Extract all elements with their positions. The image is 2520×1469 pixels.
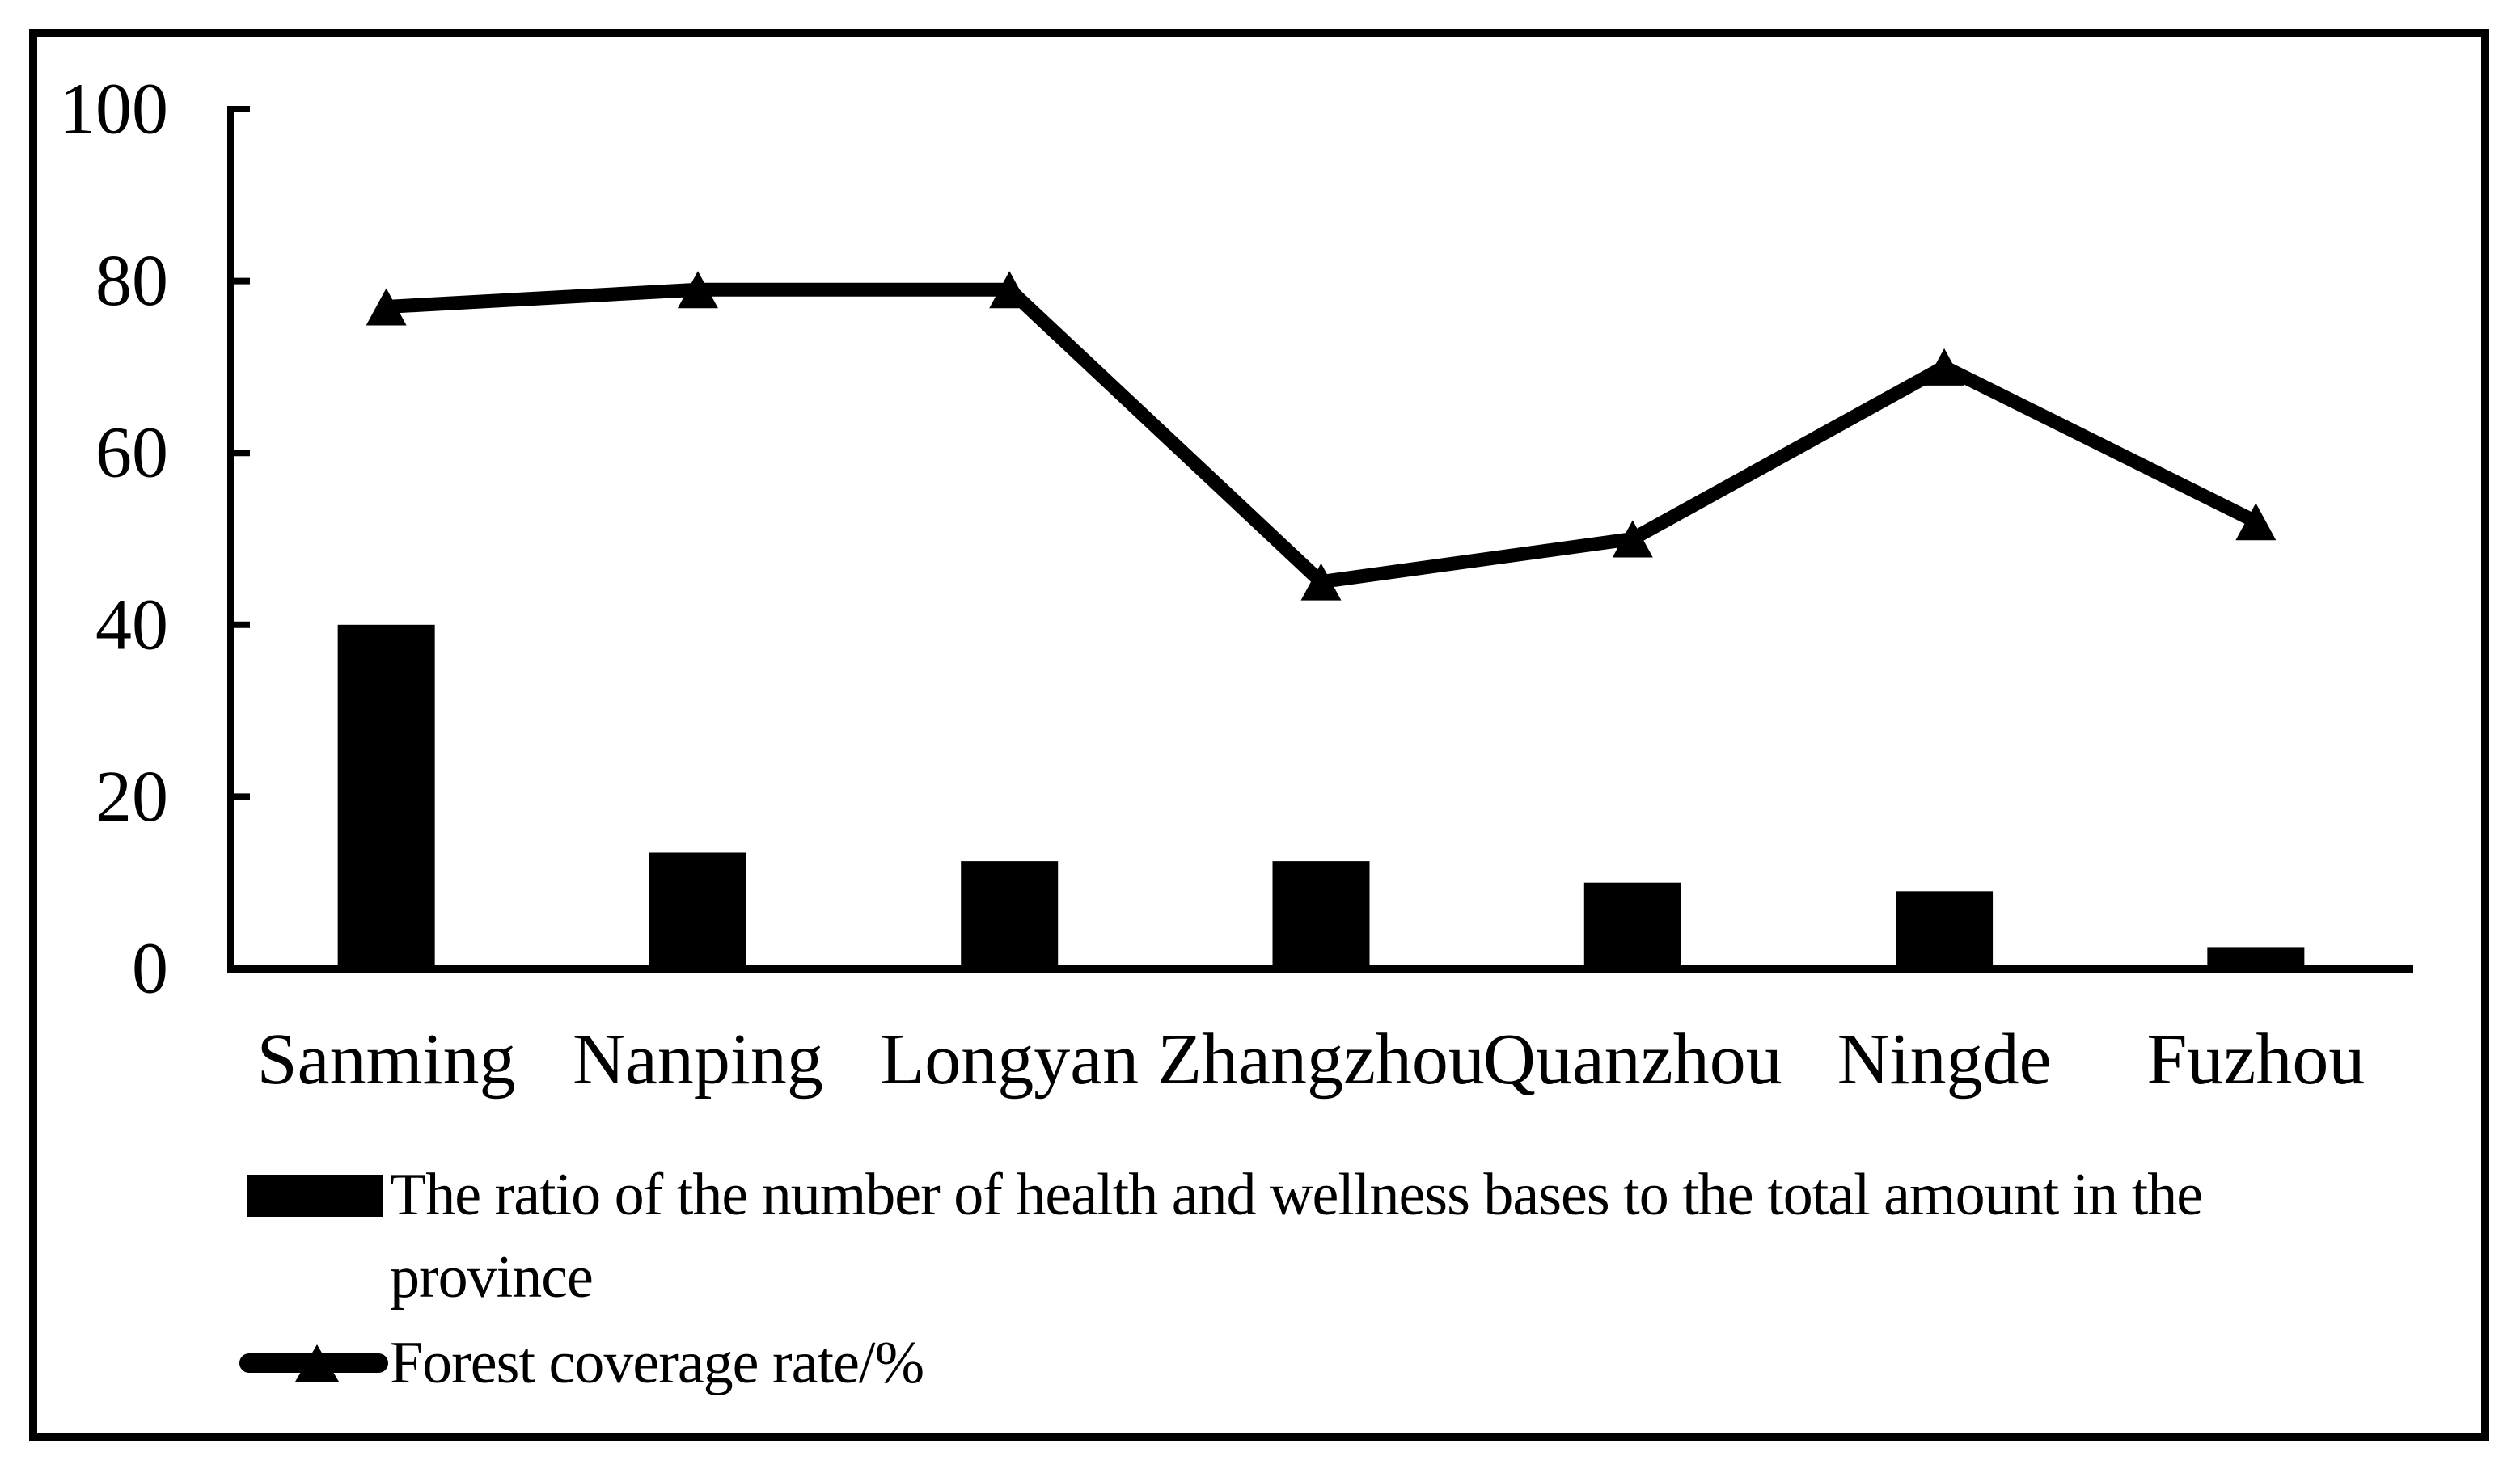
category-label: Quanzhou bbox=[1483, 1019, 1782, 1100]
ytick-label: 60 bbox=[95, 413, 168, 493]
ytick-label: 80 bbox=[95, 241, 168, 321]
triangle-marker-icon bbox=[989, 271, 1030, 309]
category-label: Nanping bbox=[573, 1019, 823, 1100]
bar bbox=[961, 861, 1059, 969]
bar bbox=[2207, 947, 2305, 969]
bar bbox=[1896, 891, 1994, 969]
axis-labels: 0 20 40 60 80 100 Sanming Nanping Longyan Zhangzh… bbox=[59, 70, 2365, 1100]
line-series bbox=[366, 271, 2277, 601]
triangle-marker-icon bbox=[677, 271, 718, 309]
outer-border bbox=[29, 29, 2489, 1441]
ytick-label: 40 bbox=[95, 585, 168, 665]
category-label: Longyan bbox=[880, 1019, 1139, 1100]
bar bbox=[337, 624, 435, 969]
triangle-marker-icon bbox=[1612, 520, 1653, 558]
category-label: Zhangzhou bbox=[1157, 1019, 1485, 1100]
bar bbox=[1272, 861, 1370, 969]
axes bbox=[227, 106, 2413, 973]
bar-series bbox=[337, 624, 2305, 969]
category-label: Sanming bbox=[257, 1019, 516, 1100]
triangle-marker-icon bbox=[1300, 563, 1342, 601]
triangle-marker-icon bbox=[366, 288, 407, 326]
category-label: Fuzhou bbox=[2146, 1019, 2365, 1100]
ytick-label: 0 bbox=[132, 929, 168, 1009]
bar bbox=[1583, 882, 1681, 969]
ytick-label: 100 bbox=[59, 70, 168, 150]
bar bbox=[649, 852, 746, 969]
triangle-marker-icon bbox=[1924, 348, 1965, 386]
ytick-label: 20 bbox=[95, 757, 168, 837]
category-label: Ningde bbox=[1837, 1019, 2052, 1100]
line-path bbox=[379, 282, 2263, 589]
triangle-marker-icon bbox=[2235, 503, 2277, 541]
